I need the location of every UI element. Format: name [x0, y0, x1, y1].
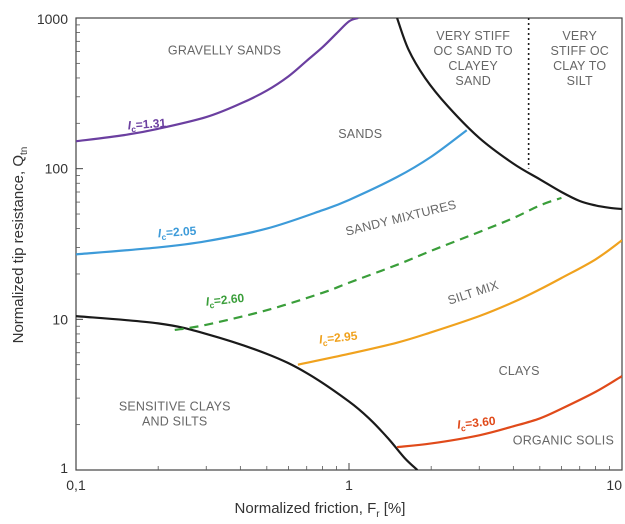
region-label-line: SANDY MIXTURES — [344, 198, 458, 239]
region-label-line: CLAYEY — [448, 59, 498, 73]
region-label: SILT MIX — [446, 278, 501, 308]
x-axis-title-main: Normalized friction, F — [235, 500, 377, 517]
region-label-line: CLAY TO — [553, 59, 606, 73]
x-axis-title-sub: r — [376, 509, 380, 519]
curve-label-subscript: c — [131, 124, 137, 134]
curve-label-symbol: I — [318, 332, 323, 346]
curve-label-symbol: I — [127, 118, 132, 132]
y-axis-title-sub: tn — [19, 147, 30, 155]
region-label: VERY STIFF OC CLAY TO SILT — [550, 29, 609, 88]
region-label: SENSITIVE CLAYS AND SILTS — [119, 400, 231, 429]
region-label-line: SAND — [455, 74, 491, 88]
curve-label-ic_260: Ic=2.60 — [205, 291, 245, 311]
y-tick-label: 1 — [60, 460, 68, 476]
region-label-line: GRAVELLY SANDS — [168, 43, 281, 57]
region-label-line: ORGANIC SOLIS — [513, 433, 614, 447]
curve-label-value: =2.05 — [165, 224, 197, 240]
y-axis-title-main: Normalized tip resistance, Q — [10, 155, 27, 343]
boundary-lower_left — [76, 315, 419, 470]
curve-label-ic_205: Ic=2.05 — [157, 224, 197, 243]
curve-label-value: =2.95 — [326, 329, 358, 346]
region-label-line: SILT MIX — [446, 278, 501, 308]
boundary-upper_right — [396, 18, 622, 211]
region-label-line: CLAYS — [499, 364, 540, 378]
x-tick-label: 10 — [606, 477, 622, 493]
curve-label-subscript: c — [322, 338, 328, 348]
curve-label-subscript: c — [460, 423, 466, 433]
curve-label-value: =3.60 — [465, 414, 497, 431]
region-label: CLAYS — [499, 364, 540, 378]
region-label: GRAVELLY SANDS — [168, 43, 281, 57]
region-label-line: SILT — [567, 74, 593, 88]
series-line-ic_131 — [76, 18, 359, 143]
series-line-ic_360 — [396, 375, 622, 449]
region-label-line: VERY STIFF — [436, 29, 510, 43]
region-label-line: SANDS — [338, 127, 382, 141]
y-tick-label: 1000 — [37, 11, 68, 27]
curve-label-subscript: c — [209, 300, 215, 310]
region-label: VERY STIFF OC SAND TO CLAYEY SAND — [434, 29, 513, 88]
curve-label-symbol: I — [205, 294, 210, 308]
region-label-line: AND SILTS — [142, 415, 207, 429]
y-tick-label: 10 — [52, 311, 68, 327]
curve-label-ic_131: Ic=1.31 — [127, 116, 167, 135]
curve-label-subscript: c — [161, 232, 167, 242]
region-label: SANDY MIXTURES — [344, 198, 458, 239]
curve-label-ic_295: Ic=2.95 — [318, 329, 358, 349]
series-line-ic_295 — [297, 239, 622, 366]
region-label: SANDS — [338, 127, 382, 141]
region-label: ORGANIC SOLIS — [513, 433, 614, 447]
region-label-line: VERY — [562, 29, 597, 43]
series-group — [76, 18, 622, 470]
curve-label-symbol: I — [157, 226, 162, 240]
y-axis-title: Normalized tip resistance, Qtn — [10, 147, 30, 344]
x-axis-title-suffix: [%] — [380, 500, 406, 517]
series-line-ic_260 — [174, 196, 562, 332]
region-label-line: SENSITIVE CLAYS — [119, 400, 231, 414]
labels-group: GRAVELLY SANDS SANDS SANDY MIXTURES SILT MI… — [119, 29, 614, 448]
curve-label-value: =2.60 — [213, 291, 245, 308]
x-tick-label: 1 — [345, 477, 353, 493]
region-label-line: OC SAND TO — [434, 44, 513, 58]
curve-label-symbol: I — [456, 417, 461, 431]
series-line-ic_205 — [76, 129, 468, 256]
curve-label-ic_360: Ic=3.60 — [456, 414, 496, 434]
x-axis-title: Normalized friction, Fr [%] — [235, 500, 406, 519]
curve-label-value: =1.31 — [135, 116, 167, 132]
x-tick-label: 0,1 — [66, 477, 86, 493]
y-tick-label: 100 — [45, 161, 69, 177]
region-label-line: STIFF OC — [550, 44, 609, 58]
